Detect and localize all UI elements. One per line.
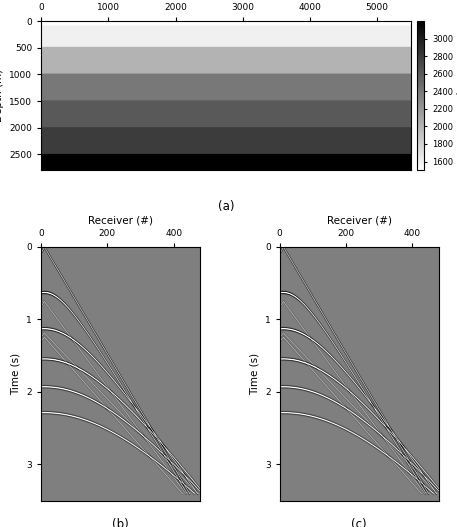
Y-axis label: m/s: m/s xyxy=(456,86,457,105)
Text: (b): (b) xyxy=(112,519,129,527)
Text: (a): (a) xyxy=(218,200,234,213)
Y-axis label: Depth (m): Depth (m) xyxy=(0,69,4,122)
Y-axis label: Time (s): Time (s) xyxy=(250,353,260,395)
Y-axis label: Time (s): Time (s) xyxy=(11,353,21,395)
X-axis label: Receiver (#): Receiver (#) xyxy=(88,216,153,226)
Text: (c): (c) xyxy=(351,519,367,527)
X-axis label: Receiver (#): Receiver (#) xyxy=(327,216,392,226)
